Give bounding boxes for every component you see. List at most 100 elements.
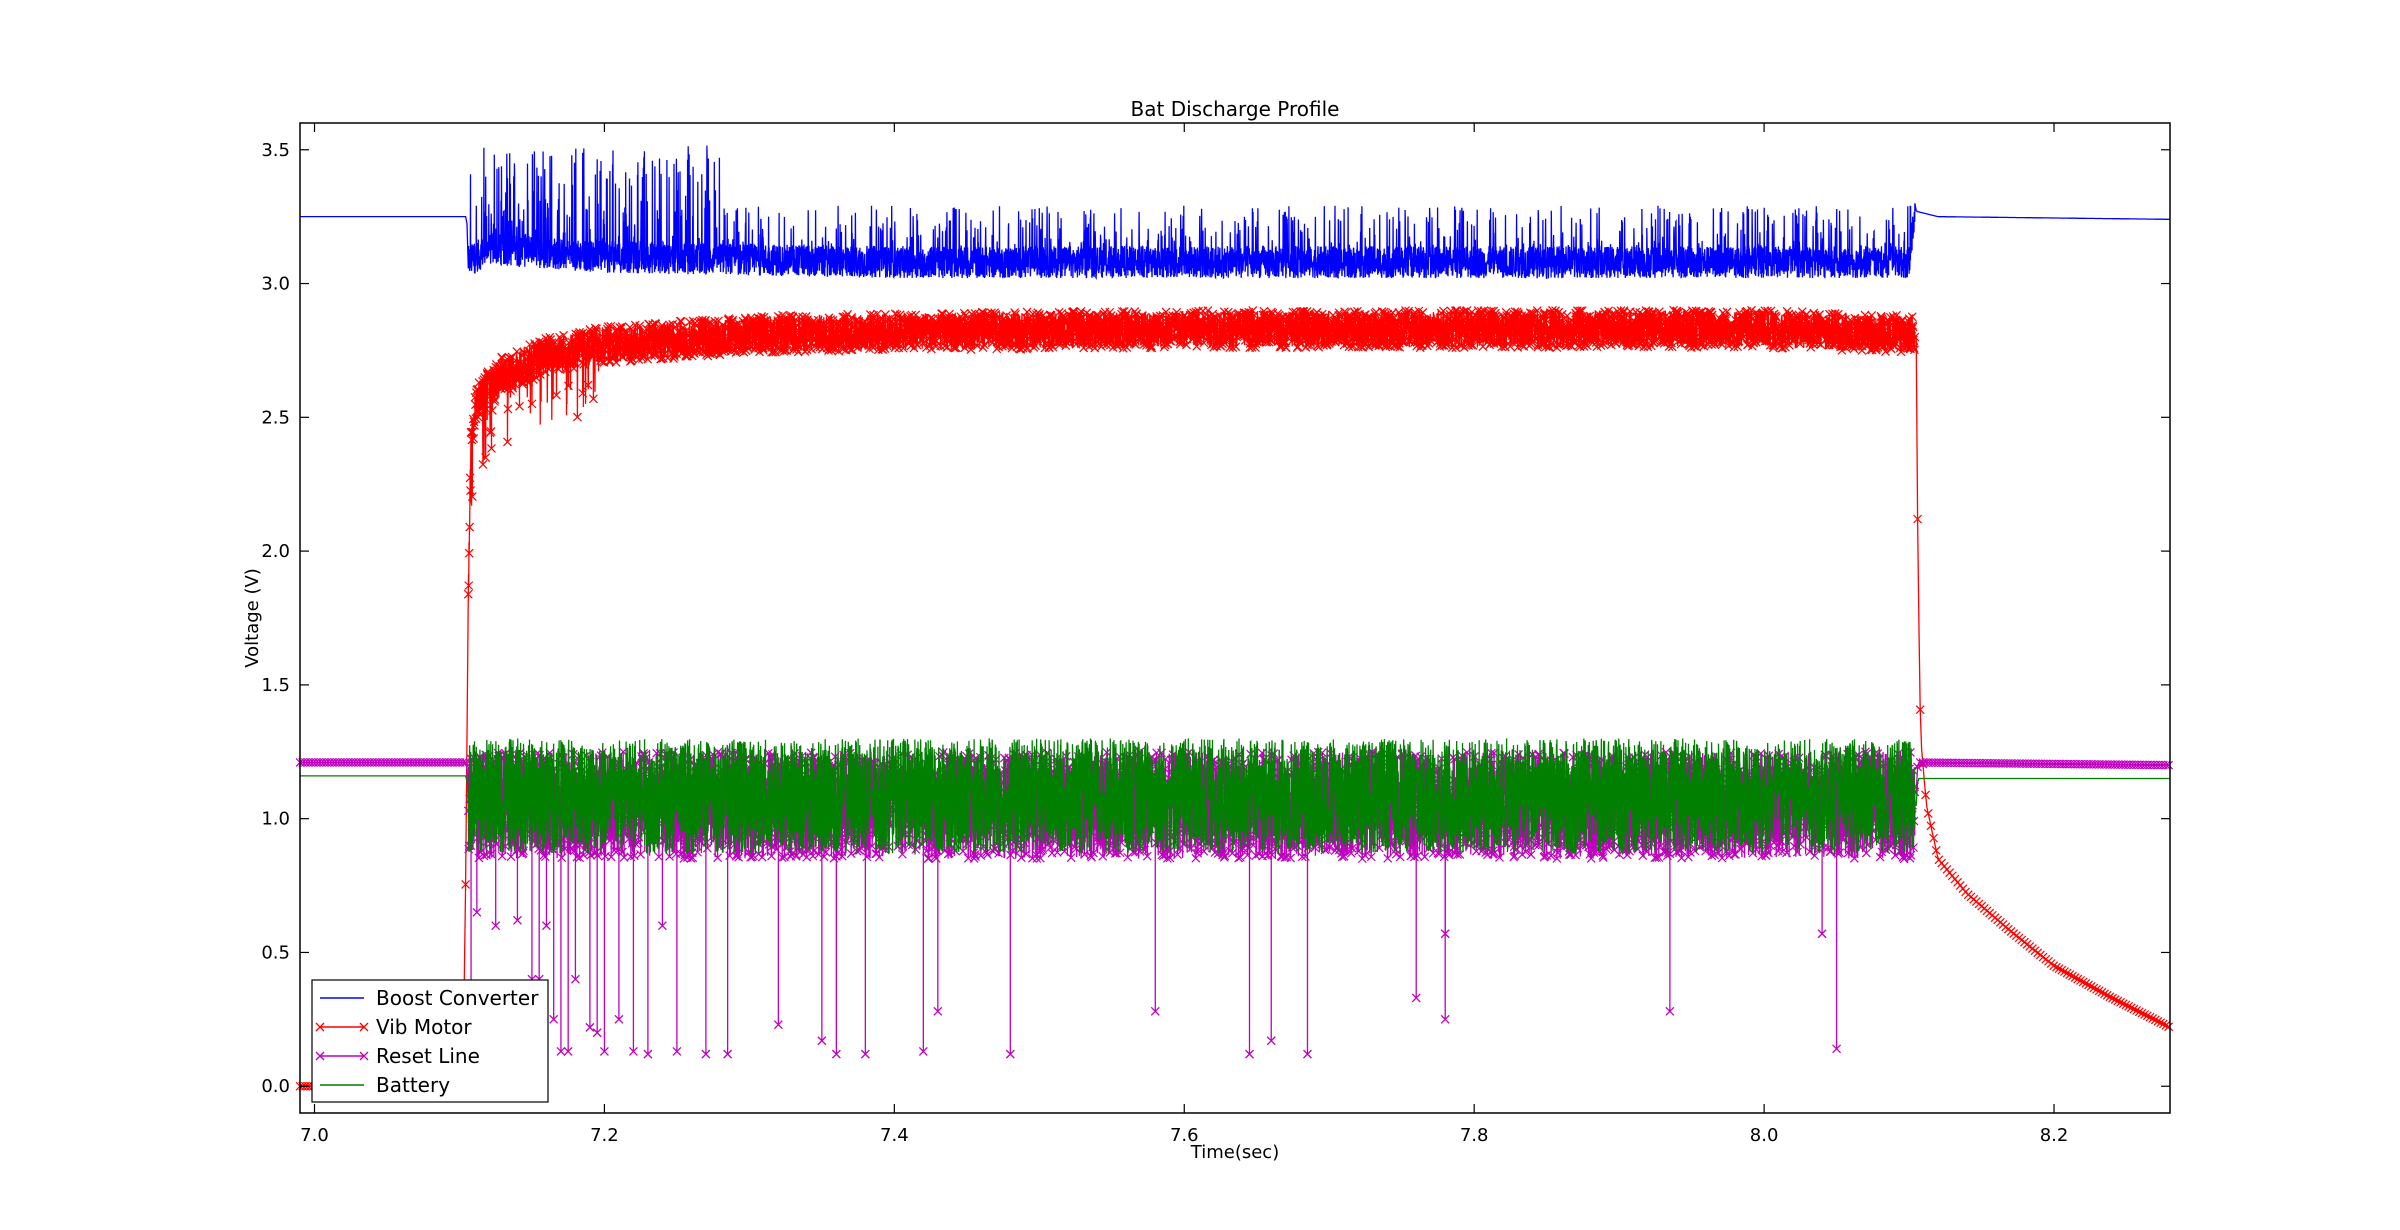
series-marker <box>1186 308 1196 318</box>
series-marker <box>912 340 922 350</box>
series-marker <box>519 349 529 359</box>
series-marker <box>503 437 512 447</box>
series-marker <box>572 353 581 363</box>
series-marker <box>613 330 623 339</box>
series-markers-vib-motor <box>295 305 2174 1091</box>
chart-title: Bat Discharge Profile <box>1131 97 1340 121</box>
series-marker <box>1172 307 1182 317</box>
series-marker <box>772 331 782 341</box>
series-marker <box>682 325 691 335</box>
series-marker <box>968 337 978 347</box>
series-marker <box>669 354 678 364</box>
series-marker <box>1169 334 1179 344</box>
series-marker <box>569 363 579 373</box>
series-marker <box>736 325 746 335</box>
series-marker <box>527 399 537 409</box>
series-marker <box>469 434 479 444</box>
series-marker <box>1172 324 1182 334</box>
series-marker <box>694 331 703 341</box>
series-marker <box>988 316 998 326</box>
series-marker <box>481 453 491 462</box>
series-marker <box>463 589 473 599</box>
series-marker <box>1064 323 1074 332</box>
series-marker <box>478 460 488 469</box>
series-marker <box>488 388 498 398</box>
series-marker <box>1076 306 1086 316</box>
series-marker <box>798 312 808 322</box>
series-marker <box>895 310 905 320</box>
series-marker <box>1141 312 1150 322</box>
series-marker <box>819 321 829 331</box>
series-marker <box>1051 317 1061 327</box>
series-marker <box>464 548 474 558</box>
series-marker <box>669 350 679 360</box>
series-marker <box>1031 341 1040 351</box>
series-marker <box>483 367 493 377</box>
series-marker <box>763 319 773 328</box>
series-marker <box>540 367 550 377</box>
series-marker <box>1238 330 1247 340</box>
series-marker <box>559 330 569 340</box>
series-marker <box>1056 320 1066 330</box>
series-marker <box>853 343 862 353</box>
series-marker <box>464 581 474 591</box>
series-marker <box>547 338 557 348</box>
series-marker <box>611 358 621 367</box>
series-marker <box>748 333 758 343</box>
series-marker <box>1147 343 1157 353</box>
series-marker <box>512 347 522 357</box>
series-marker <box>802 342 812 352</box>
series-marker <box>696 339 706 349</box>
series-marker <box>461 879 471 889</box>
series-marker <box>1191 307 1201 317</box>
series-marker <box>774 338 784 348</box>
series-marker <box>843 309 853 319</box>
series-marker <box>1011 310 1020 319</box>
series-marker <box>938 309 948 319</box>
series-marker <box>1013 327 1023 337</box>
series-marker <box>467 492 477 502</box>
series-marker <box>1110 331 1120 341</box>
series-marker <box>1002 311 1012 320</box>
series-marker <box>466 427 476 437</box>
series-marker <box>770 338 780 348</box>
series-marker <box>466 486 475 496</box>
series-marker <box>579 359 589 369</box>
series-marker <box>646 336 656 346</box>
series-marker <box>588 352 597 362</box>
series-marker <box>843 318 853 328</box>
series-marker <box>503 404 513 414</box>
series-marker <box>617 322 627 332</box>
series-marker <box>786 336 796 346</box>
series-marker <box>1126 314 1136 323</box>
series-marker <box>953 338 963 347</box>
series-marker <box>959 308 969 318</box>
series-marker <box>1123 314 1133 324</box>
series-marker <box>1079 332 1089 341</box>
y-axis-title: Voltage (V) <box>242 568 263 668</box>
series-marker <box>878 345 888 354</box>
series-marker <box>1155 311 1165 321</box>
series-marker <box>606 321 616 331</box>
series-marker <box>538 360 548 370</box>
series-marker <box>664 344 674 354</box>
series-marker <box>547 346 556 355</box>
series-marker <box>1193 335 1203 345</box>
series-marker <box>978 343 988 353</box>
series-marker <box>899 335 909 345</box>
series-marker <box>877 319 886 329</box>
series-marker <box>591 326 601 336</box>
series-marker <box>1227 313 1237 323</box>
series-marker <box>578 388 588 398</box>
series-marker <box>583 380 593 390</box>
series-marker <box>1199 338 1209 348</box>
series-marker <box>487 405 497 415</box>
series-marker <box>647 351 657 360</box>
series-marker <box>592 324 601 334</box>
series-marker <box>974 329 984 339</box>
series-marker <box>481 395 491 405</box>
series-marker <box>788 345 798 355</box>
series-marker <box>470 421 479 431</box>
series-marker <box>926 344 936 354</box>
